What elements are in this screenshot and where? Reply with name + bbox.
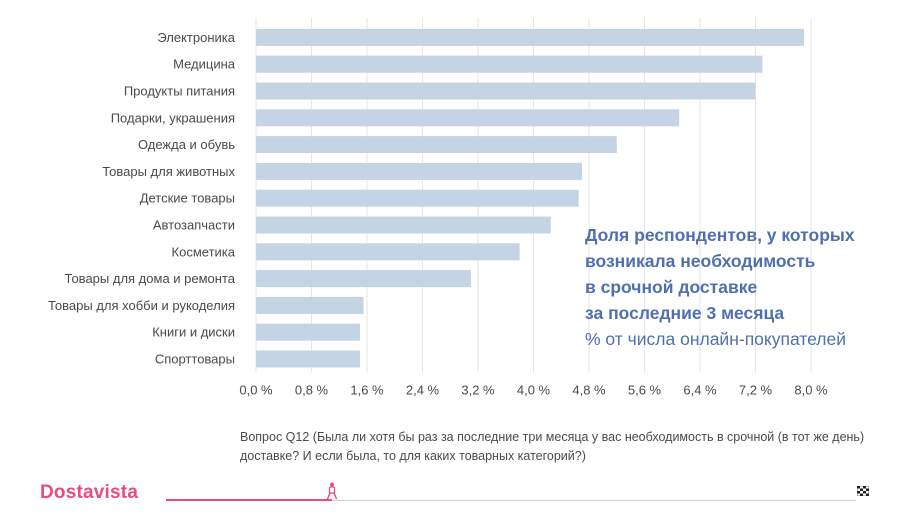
bar-chart: Электроника Медицина Продукты питания Подар… [48,18,828,397]
category-label: Книги и диски [152,325,235,340]
bar [256,350,361,368]
category-label: Товары для животных [102,164,235,179]
bar [256,28,805,46]
callout-subtitle: % от числа онлайн-покупателей [585,329,847,349]
x-tick-label: 4,8 % [572,382,606,397]
bar [256,323,361,341]
x-tick-label: 4,0 % [517,382,551,397]
bar [256,189,579,207]
category-label: Спорттовары [155,352,235,367]
x-tick-label: 2,4 % [406,382,440,397]
category-label: Одежда и обувь [138,137,235,152]
runner-icon [326,482,337,500]
category-label: Товары для хобби и рукоделия [48,298,235,313]
survey-question: Вопрос Q12 (Была ли хотя бы раз за после… [240,430,865,463]
bar [256,243,520,261]
category-label: Автозапчасти [153,218,235,233]
x-tick-label: 3,2 % [461,382,495,397]
bar [256,270,472,288]
x-tick-label: 0,0 % [239,382,273,397]
x-tick-label: 6,4 % [683,382,717,397]
x-tick-label: 8,0 % [794,382,828,397]
bar [256,296,364,314]
bar [256,109,680,127]
brand-logo: Dostavista [40,482,139,503]
bars [256,28,805,368]
x-tick-label: 5,6 % [628,382,662,397]
category-label: Продукты питания [124,84,235,99]
callout-title: Доля респондентов, у которых возникала н… [585,225,855,323]
category-label: Товары для дома и ремонта [65,271,236,286]
chart-callout: Доля респондентов, у которых возникала н… [585,222,885,352]
progress-track [166,482,856,501]
bar [256,55,763,73]
x-tick-label: 1,6 % [350,382,384,397]
bar [256,216,551,234]
x-axis-ticks: 0,0 % 0,8 % 1,6 % 2,4 % 3,2 % 4,0 % 4,8 % 5,6 %… [239,382,828,397]
category-label: Косметика [172,244,236,259]
checkered-flag-icon [857,486,869,496]
bar [256,82,756,100]
category-label: Подарки, украшения [111,110,235,125]
x-tick-label: 0,8 % [295,382,329,397]
category-labels: Электроника Медицина Продукты питания Подар… [48,30,236,367]
bar [256,162,583,180]
category-label: Медицина [173,57,236,72]
bar [256,136,617,154]
progress-fill [166,499,332,501]
category-label: Детские товары [140,191,235,206]
x-tick-label: 7,2 % [739,382,773,397]
category-label: Электроника [157,30,235,45]
